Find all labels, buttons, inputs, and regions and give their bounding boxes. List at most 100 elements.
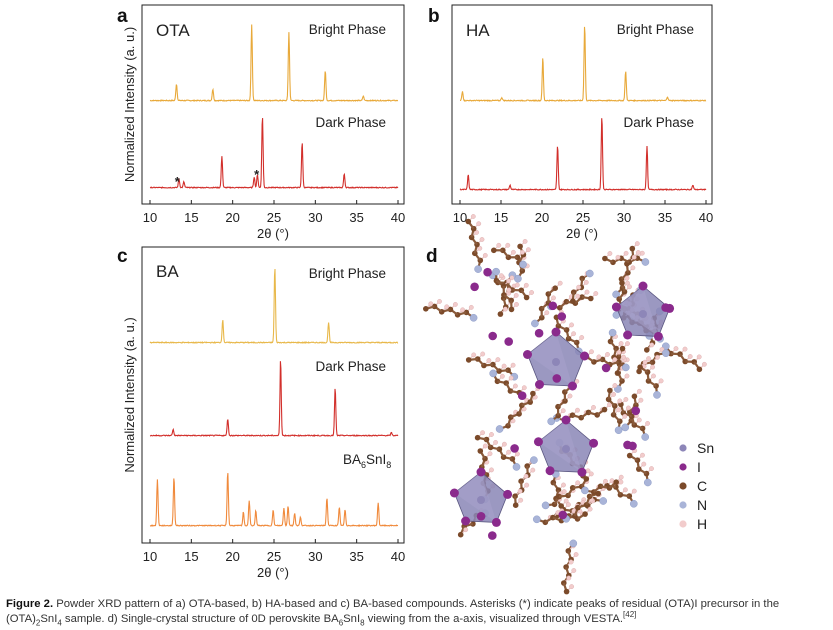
- h-atom: [638, 397, 644, 403]
- h-atom: [563, 498, 569, 504]
- i-atom: [589, 438, 599, 448]
- c-atom: [465, 357, 472, 363]
- trace-label: Dark Phase: [315, 359, 386, 374]
- n-atom: [608, 328, 617, 337]
- h-atom: [471, 352, 477, 358]
- n-atom: [630, 499, 638, 508]
- panel-b: b HA 10 15 20 25 30 35 40 2θ (°) Bright Phase Dark …: [428, 4, 713, 241]
- x-tick-label: 30: [308, 549, 322, 564]
- h-atom: [687, 354, 693, 359]
- i-atom: [534, 328, 544, 338]
- h-atom: [498, 273, 504, 279]
- c-atom: [619, 345, 626, 352]
- h-atom: [444, 304, 450, 310]
- h-atom: [463, 527, 469, 533]
- c-atom: [629, 245, 636, 252]
- legend-swatch-i: [679, 463, 687, 471]
- h-atom: [470, 214, 476, 219]
- h-atom: [501, 441, 507, 447]
- i-atom: [517, 391, 527, 401]
- h-atom: [506, 449, 511, 455]
- h-atom: [636, 417, 642, 423]
- h-atom: [626, 405, 631, 411]
- h-atom: [634, 241, 640, 247]
- i-atom: [488, 331, 498, 341]
- octahedron-face: [527, 332, 573, 386]
- h-atom: [561, 482, 566, 488]
- n-atom: [622, 363, 630, 372]
- xrd-trace-ba6sni8: [149, 473, 399, 528]
- octahedron-face: [616, 286, 659, 337]
- h-atom: [618, 479, 624, 485]
- x-tick-label: 15: [494, 210, 508, 225]
- h-atom: [477, 245, 483, 251]
- c-atom: [626, 493, 633, 499]
- h-atom: [584, 289, 590, 295]
- panel-c: c BA 10 15 20 25 30 35 40 2θ (°) Normalized Intens…: [117, 246, 405, 580]
- legend-swatch-h: [679, 520, 687, 528]
- h-atom: [650, 364, 655, 370]
- i-atom: [558, 510, 568, 520]
- c-atom: [636, 368, 642, 375]
- i-atom: [488, 531, 497, 540]
- h-atom: [603, 478, 608, 484]
- h-atom: [482, 443, 488, 449]
- h-atom: [567, 393, 573, 399]
- i-atom: [504, 337, 513, 346]
- c-atom: [474, 434, 481, 441]
- n-atom: [492, 267, 500, 276]
- n-atom: [530, 456, 538, 464]
- c-atom: [517, 243, 523, 250]
- h-atom: [522, 238, 528, 244]
- i-atom: [638, 281, 648, 291]
- c-atom: [490, 361, 496, 368]
- h-atom: [673, 346, 679, 351]
- x-axis-label: 2θ (°): [257, 226, 289, 241]
- asterisk-annotation: *: [254, 167, 260, 182]
- h-atom: [526, 247, 531, 253]
- x-tick-label: 25: [267, 549, 281, 564]
- x-tick-label: 40: [391, 210, 405, 225]
- n-atom: [519, 260, 527, 269]
- i-atom: [483, 267, 492, 277]
- h-atom: [517, 488, 523, 494]
- c-atom: [497, 311, 504, 317]
- c-atom: [595, 490, 601, 497]
- n-atom: [644, 478, 652, 487]
- h-atom: [645, 420, 650, 426]
- h-atom: [513, 292, 519, 298]
- n-atom: [512, 463, 521, 471]
- compound-label: OTA: [156, 21, 190, 40]
- h-atom: [605, 351, 610, 357]
- i-atom: [661, 303, 670, 312]
- h-atom: [612, 357, 618, 362]
- octahedron-face: [538, 420, 582, 473]
- n-atom: [514, 274, 522, 283]
- c-atom: [457, 531, 464, 538]
- sn-atom: [639, 310, 647, 318]
- n-atom: [614, 426, 623, 435]
- panel-letter: a: [117, 6, 128, 27]
- plot-frame: [141, 4, 405, 205]
- i-atom: [535, 380, 544, 389]
- h-atom: [479, 237, 485, 242]
- x-tick-label: 15: [184, 549, 198, 564]
- h-atom: [587, 506, 593, 512]
- h-atom: [509, 275, 515, 281]
- h-atom: [474, 229, 479, 235]
- c-atom: [626, 452, 633, 459]
- x-tick-label: 25: [576, 210, 590, 225]
- h-atom: [513, 383, 518, 389]
- h-atom: [495, 357, 501, 362]
- panel-letter: d: [426, 246, 438, 267]
- h-atom: [569, 322, 574, 328]
- h-atom: [649, 342, 655, 348]
- h-atom: [557, 280, 563, 286]
- i-atom: [580, 351, 589, 361]
- i-atom: [577, 467, 587, 477]
- h-atom: [589, 349, 594, 355]
- h-atom: [544, 310, 550, 316]
- c-atom: [509, 456, 516, 462]
- h-atom: [576, 284, 582, 290]
